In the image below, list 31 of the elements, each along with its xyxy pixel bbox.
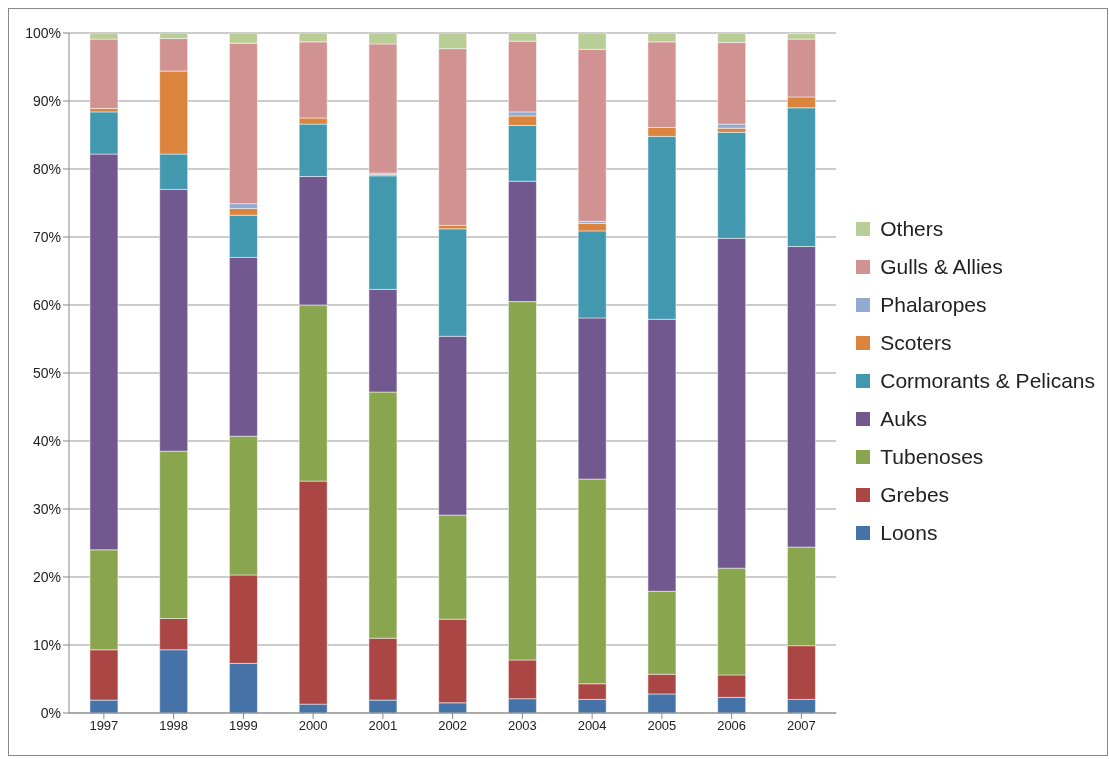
y-tick-label: 90%	[32, 92, 61, 109]
y-tick-label: 80%	[32, 160, 61, 177]
legend-label: Others	[880, 217, 944, 241]
y-tick-label: 100%	[25, 24, 61, 41]
y-tick-label: 50%	[32, 364, 61, 381]
x-tick-label: 2003	[507, 718, 537, 734]
x-tick-label: 1997	[89, 718, 119, 734]
legend-label: Loons	[880, 521, 938, 545]
legend-label: Grebes	[880, 483, 950, 507]
legend-label: Cormorants & Pelicans	[880, 369, 1095, 393]
legend-label: Phalaropes	[880, 293, 987, 317]
x-tick-label: 1999	[228, 718, 258, 734]
y-tick-label: 30%	[32, 500, 61, 517]
legend-label: Gulls & Allies	[880, 255, 1003, 279]
y-tick-label: 70%	[32, 228, 61, 245]
x-tick-label: 2004	[577, 718, 607, 734]
x-tick-label: 1998	[159, 718, 189, 734]
y-tick-label: 10%	[32, 636, 61, 653]
legend-label: Tubenoses	[880, 445, 984, 469]
y-tick-label: 60%	[32, 296, 61, 313]
legend-label: Auks	[880, 407, 927, 431]
y-tick-label: 20%	[32, 568, 61, 585]
x-tick-label: 2006	[717, 718, 747, 734]
x-tick-label: 2005	[647, 718, 677, 734]
y-tick-label: 40%	[32, 432, 61, 449]
legend-label: Scoters	[880, 331, 952, 355]
x-tick-label: 2001	[368, 718, 398, 734]
x-tick-label: 2007	[786, 718, 816, 734]
x-tick-label: 2002	[438, 718, 468, 734]
y-tick-label: 0%	[40, 704, 61, 721]
x-tick-label: 2000	[298, 718, 328, 734]
